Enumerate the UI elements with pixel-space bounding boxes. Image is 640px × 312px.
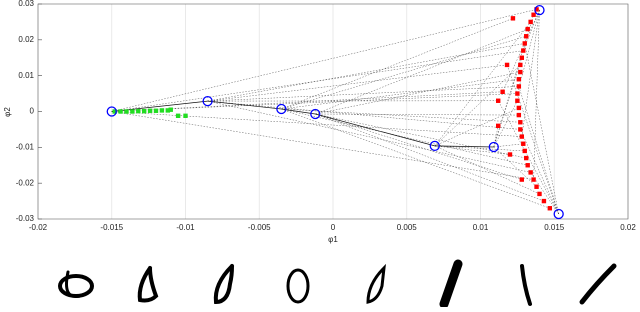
x-tick-label: 0.02 bbox=[620, 223, 636, 232]
point bbox=[517, 113, 521, 117]
point bbox=[517, 106, 521, 110]
point bbox=[176, 114, 180, 118]
graph-edge bbox=[112, 9, 537, 111]
point bbox=[534, 185, 538, 189]
point bbox=[537, 192, 541, 196]
point bbox=[515, 91, 519, 95]
point bbox=[521, 48, 525, 52]
x-tick-label: 0.01 bbox=[473, 223, 489, 232]
y-axis-label: φ2 bbox=[3, 107, 12, 117]
graph-edge bbox=[315, 114, 519, 115]
y-tick-label: 0.02 bbox=[18, 35, 34, 44]
graph-edge bbox=[534, 10, 540, 179]
point bbox=[523, 149, 527, 153]
graph-edge bbox=[208, 101, 531, 172]
y-tick-label: 0.03 bbox=[18, 0, 34, 8]
graph-edge bbox=[498, 101, 558, 214]
point bbox=[531, 13, 535, 17]
point bbox=[518, 70, 522, 74]
point bbox=[531, 177, 535, 181]
point bbox=[523, 41, 527, 45]
graph-edge bbox=[281, 109, 520, 122]
x-axis-label: φ1 bbox=[328, 235, 338, 244]
x-tick-label: 0.005 bbox=[397, 223, 418, 232]
graph-edge bbox=[315, 29, 527, 114]
graph-edge bbox=[525, 43, 559, 214]
graph-edge bbox=[208, 43, 525, 101]
graph-edge bbox=[112, 112, 522, 137]
point bbox=[517, 77, 521, 81]
point bbox=[518, 127, 522, 131]
x-tick-label: -0.015 bbox=[100, 223, 123, 232]
y-tick-label: -0.03 bbox=[16, 214, 35, 223]
y-tick-label: -0.02 bbox=[16, 178, 35, 187]
graph-edge bbox=[522, 10, 540, 136]
graph-edge bbox=[281, 79, 518, 109]
point bbox=[517, 84, 521, 88]
point bbox=[515, 99, 519, 103]
point bbox=[169, 108, 173, 112]
point bbox=[528, 170, 532, 174]
point bbox=[496, 99, 500, 103]
graph-edge bbox=[208, 65, 507, 101]
point bbox=[505, 63, 509, 67]
point bbox=[520, 177, 524, 181]
graph-edge bbox=[208, 101, 282, 109]
point bbox=[524, 34, 528, 38]
point bbox=[520, 134, 524, 138]
point bbox=[124, 109, 128, 113]
point bbox=[520, 56, 524, 60]
point bbox=[518, 120, 522, 124]
graph-edge bbox=[520, 129, 558, 214]
x-tick-label: 0 bbox=[331, 223, 336, 232]
point bbox=[528, 20, 532, 24]
graph-edge bbox=[208, 101, 521, 129]
graph-edge bbox=[435, 146, 494, 147]
point bbox=[518, 63, 522, 67]
point bbox=[142, 109, 146, 113]
point bbox=[148, 109, 152, 113]
point bbox=[136, 109, 140, 113]
point bbox=[508, 152, 512, 156]
point bbox=[521, 142, 525, 146]
graph-edge bbox=[507, 65, 559, 214]
point bbox=[542, 199, 546, 203]
point bbox=[496, 124, 500, 128]
graph-edge bbox=[435, 108, 519, 146]
x-tick-label: -0.01 bbox=[176, 223, 195, 232]
digit-images bbox=[60, 264, 614, 304]
graph-edge bbox=[112, 112, 534, 180]
y-tick-label: 0.01 bbox=[18, 71, 34, 80]
point bbox=[500, 90, 504, 94]
point bbox=[511, 16, 515, 20]
y-tick-label: 0 bbox=[30, 107, 35, 116]
point bbox=[130, 109, 134, 113]
x-tick-label: 0.015 bbox=[544, 223, 565, 232]
x-tick-label: -0.02 bbox=[29, 223, 48, 232]
point bbox=[548, 206, 552, 210]
x-tick-label: -0.005 bbox=[248, 223, 271, 232]
graph-edge bbox=[315, 72, 520, 114]
point bbox=[526, 163, 530, 167]
point bbox=[160, 108, 164, 112]
graph-edge bbox=[435, 22, 531, 146]
graph-edge bbox=[281, 36, 526, 109]
point bbox=[526, 27, 530, 31]
graph-edge bbox=[315, 114, 544, 201]
point bbox=[183, 114, 187, 118]
point bbox=[118, 109, 122, 113]
point bbox=[524, 156, 528, 160]
y-tick-label: -0.01 bbox=[16, 142, 35, 151]
point bbox=[154, 109, 158, 113]
graph-edge bbox=[494, 147, 537, 187]
graph-edge bbox=[281, 109, 549, 208]
